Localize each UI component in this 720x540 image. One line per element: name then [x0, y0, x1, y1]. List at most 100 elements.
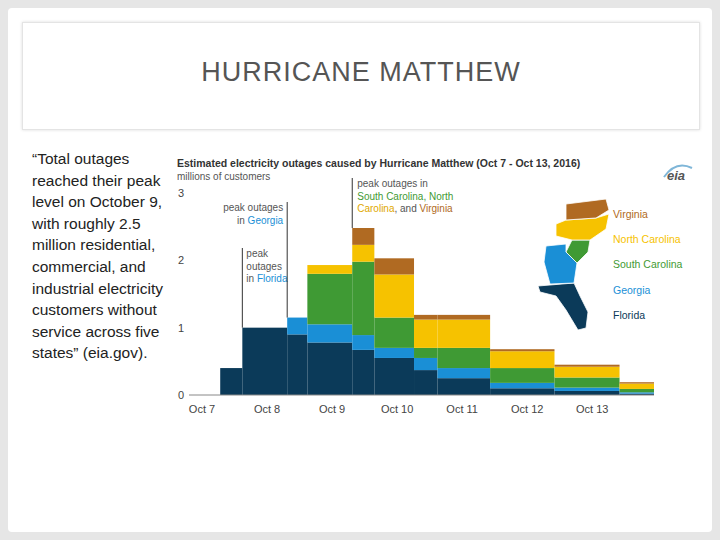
- y-tick-label: 2: [178, 254, 184, 266]
- annotation-segment: Virginia: [420, 203, 454, 214]
- y-tick-label: 3: [178, 187, 184, 199]
- area-segment: [554, 388, 619, 391]
- area-segment: [490, 388, 554, 395]
- legend-entry: Virginia: [613, 208, 648, 220]
- area-segment: [220, 368, 242, 369]
- area-segment: [554, 377, 619, 387]
- annotation-text: Carolina, and Virginia: [357, 203, 453, 214]
- area-segment: [374, 274, 414, 317]
- area-segment: [220, 368, 242, 369]
- area-segment: [554, 367, 619, 378]
- area-segment: [437, 378, 490, 395]
- annotation-line: [242, 248, 243, 328]
- annotation-segment: South Carolina, North: [357, 191, 453, 202]
- area-segment: [490, 368, 554, 383]
- x-tick-label: Oct 10: [381, 403, 413, 415]
- area-segment: [620, 392, 654, 393]
- area-segment: [437, 348, 490, 368]
- area-segment: [352, 245, 374, 262]
- area-segment: [242, 328, 287, 395]
- area-segment: [307, 324, 352, 342]
- annotation-segment: in: [246, 273, 257, 284]
- area-segment: [437, 315, 490, 320]
- map-shape: [566, 199, 609, 220]
- x-tick-label: Oct 11: [446, 403, 478, 415]
- area-segment: [437, 320, 490, 348]
- y-tick-label: 1: [178, 322, 184, 334]
- area-segment: [242, 327, 287, 328]
- annotation-text: in Florida: [246, 273, 288, 284]
- area-segment: [307, 265, 352, 266]
- area-segment: [490, 349, 554, 351]
- legend-entry: Florida: [613, 309, 645, 321]
- area-segment: [374, 348, 414, 358]
- annotation-line: [287, 202, 288, 318]
- x-tick-label: Oct 13: [576, 403, 608, 415]
- annotation-segment: Carolina: [357, 203, 395, 214]
- annotation-text: peak outages in: [357, 178, 428, 189]
- annotation-segment: peak outages in: [357, 178, 428, 189]
- area-segment: [287, 317, 307, 318]
- chart-svg: Estimated electricity outages caused by …: [176, 150, 696, 418]
- legend-entry: Georgia: [613, 284, 651, 296]
- chart-background: [176, 150, 696, 418]
- chart-subtitle: millions of customers: [177, 171, 270, 182]
- area-segment: [307, 342, 352, 395]
- area-segment: [554, 365, 619, 367]
- area-segment: [287, 317, 307, 318]
- area-segment: [374, 318, 414, 348]
- annotation-segment: outages: [246, 261, 282, 272]
- area-segment: [414, 358, 437, 370]
- x-tick-label: Oct 8: [254, 403, 280, 415]
- area-segment: [307, 265, 352, 274]
- area-segment: [414, 320, 437, 348]
- area-segment: [220, 368, 242, 369]
- legend-entry: North Carolina: [613, 233, 681, 245]
- map-shape: [566, 240, 590, 263]
- annotation-segment: Florida: [257, 273, 288, 284]
- annotation-segment: peak outages: [223, 202, 283, 213]
- area-segment: [490, 351, 554, 368]
- chart-box: Estimated electricity outages caused by …: [176, 150, 696, 418]
- annotation-segment: Georgia: [248, 215, 284, 226]
- area-segment: [620, 382, 654, 383]
- annotation-text: peak outages: [223, 202, 283, 213]
- annotation-text: South Carolina, North: [357, 191, 453, 202]
- annotation-text: outages: [246, 261, 282, 272]
- y-tick-label: 0: [178, 389, 184, 401]
- area-segment: [242, 327, 287, 328]
- annotation-line: [352, 178, 353, 228]
- logo: eia: [667, 168, 685, 183]
- area-segment: [220, 368, 242, 369]
- annotation-segment: peak: [246, 248, 269, 259]
- annotation-segment: in: [237, 215, 248, 226]
- area-segment: [287, 334, 307, 395]
- title-box: HURRICANE MATTHEW: [22, 22, 700, 130]
- quote-text: “Total outages reached their peak level …: [32, 148, 174, 364]
- area-segment: [307, 274, 352, 325]
- area-segment: [287, 318, 307, 335]
- area-segment: [620, 389, 654, 392]
- area-segment: [352, 228, 374, 245]
- area-segment: [242, 327, 287, 328]
- area-segment: [242, 327, 287, 328]
- area-segment: [352, 335, 374, 350]
- area-segment: [414, 370, 437, 395]
- annotation-text: in Georgia: [237, 215, 284, 226]
- legend-entry: South Carolina: [613, 258, 683, 270]
- area-segment: [414, 315, 437, 320]
- x-axis-line: [189, 395, 654, 396]
- area-segment: [620, 384, 654, 389]
- area-segment: [352, 350, 374, 395]
- area-segment: [287, 317, 307, 318]
- map-shape: [538, 283, 588, 330]
- annotation-segment: , and: [394, 203, 419, 214]
- x-tick-label: Oct 9: [319, 403, 345, 415]
- chart-title: Estimated electricity outages caused by …: [177, 157, 580, 169]
- slide-title: HURRICANE MATTHEW: [23, 57, 699, 88]
- x-tick-label: Oct 7: [189, 403, 215, 415]
- area-segment: [490, 383, 554, 388]
- area-segment: [374, 258, 414, 274]
- annotation-text: peak: [246, 248, 269, 259]
- area-segment: [220, 368, 242, 395]
